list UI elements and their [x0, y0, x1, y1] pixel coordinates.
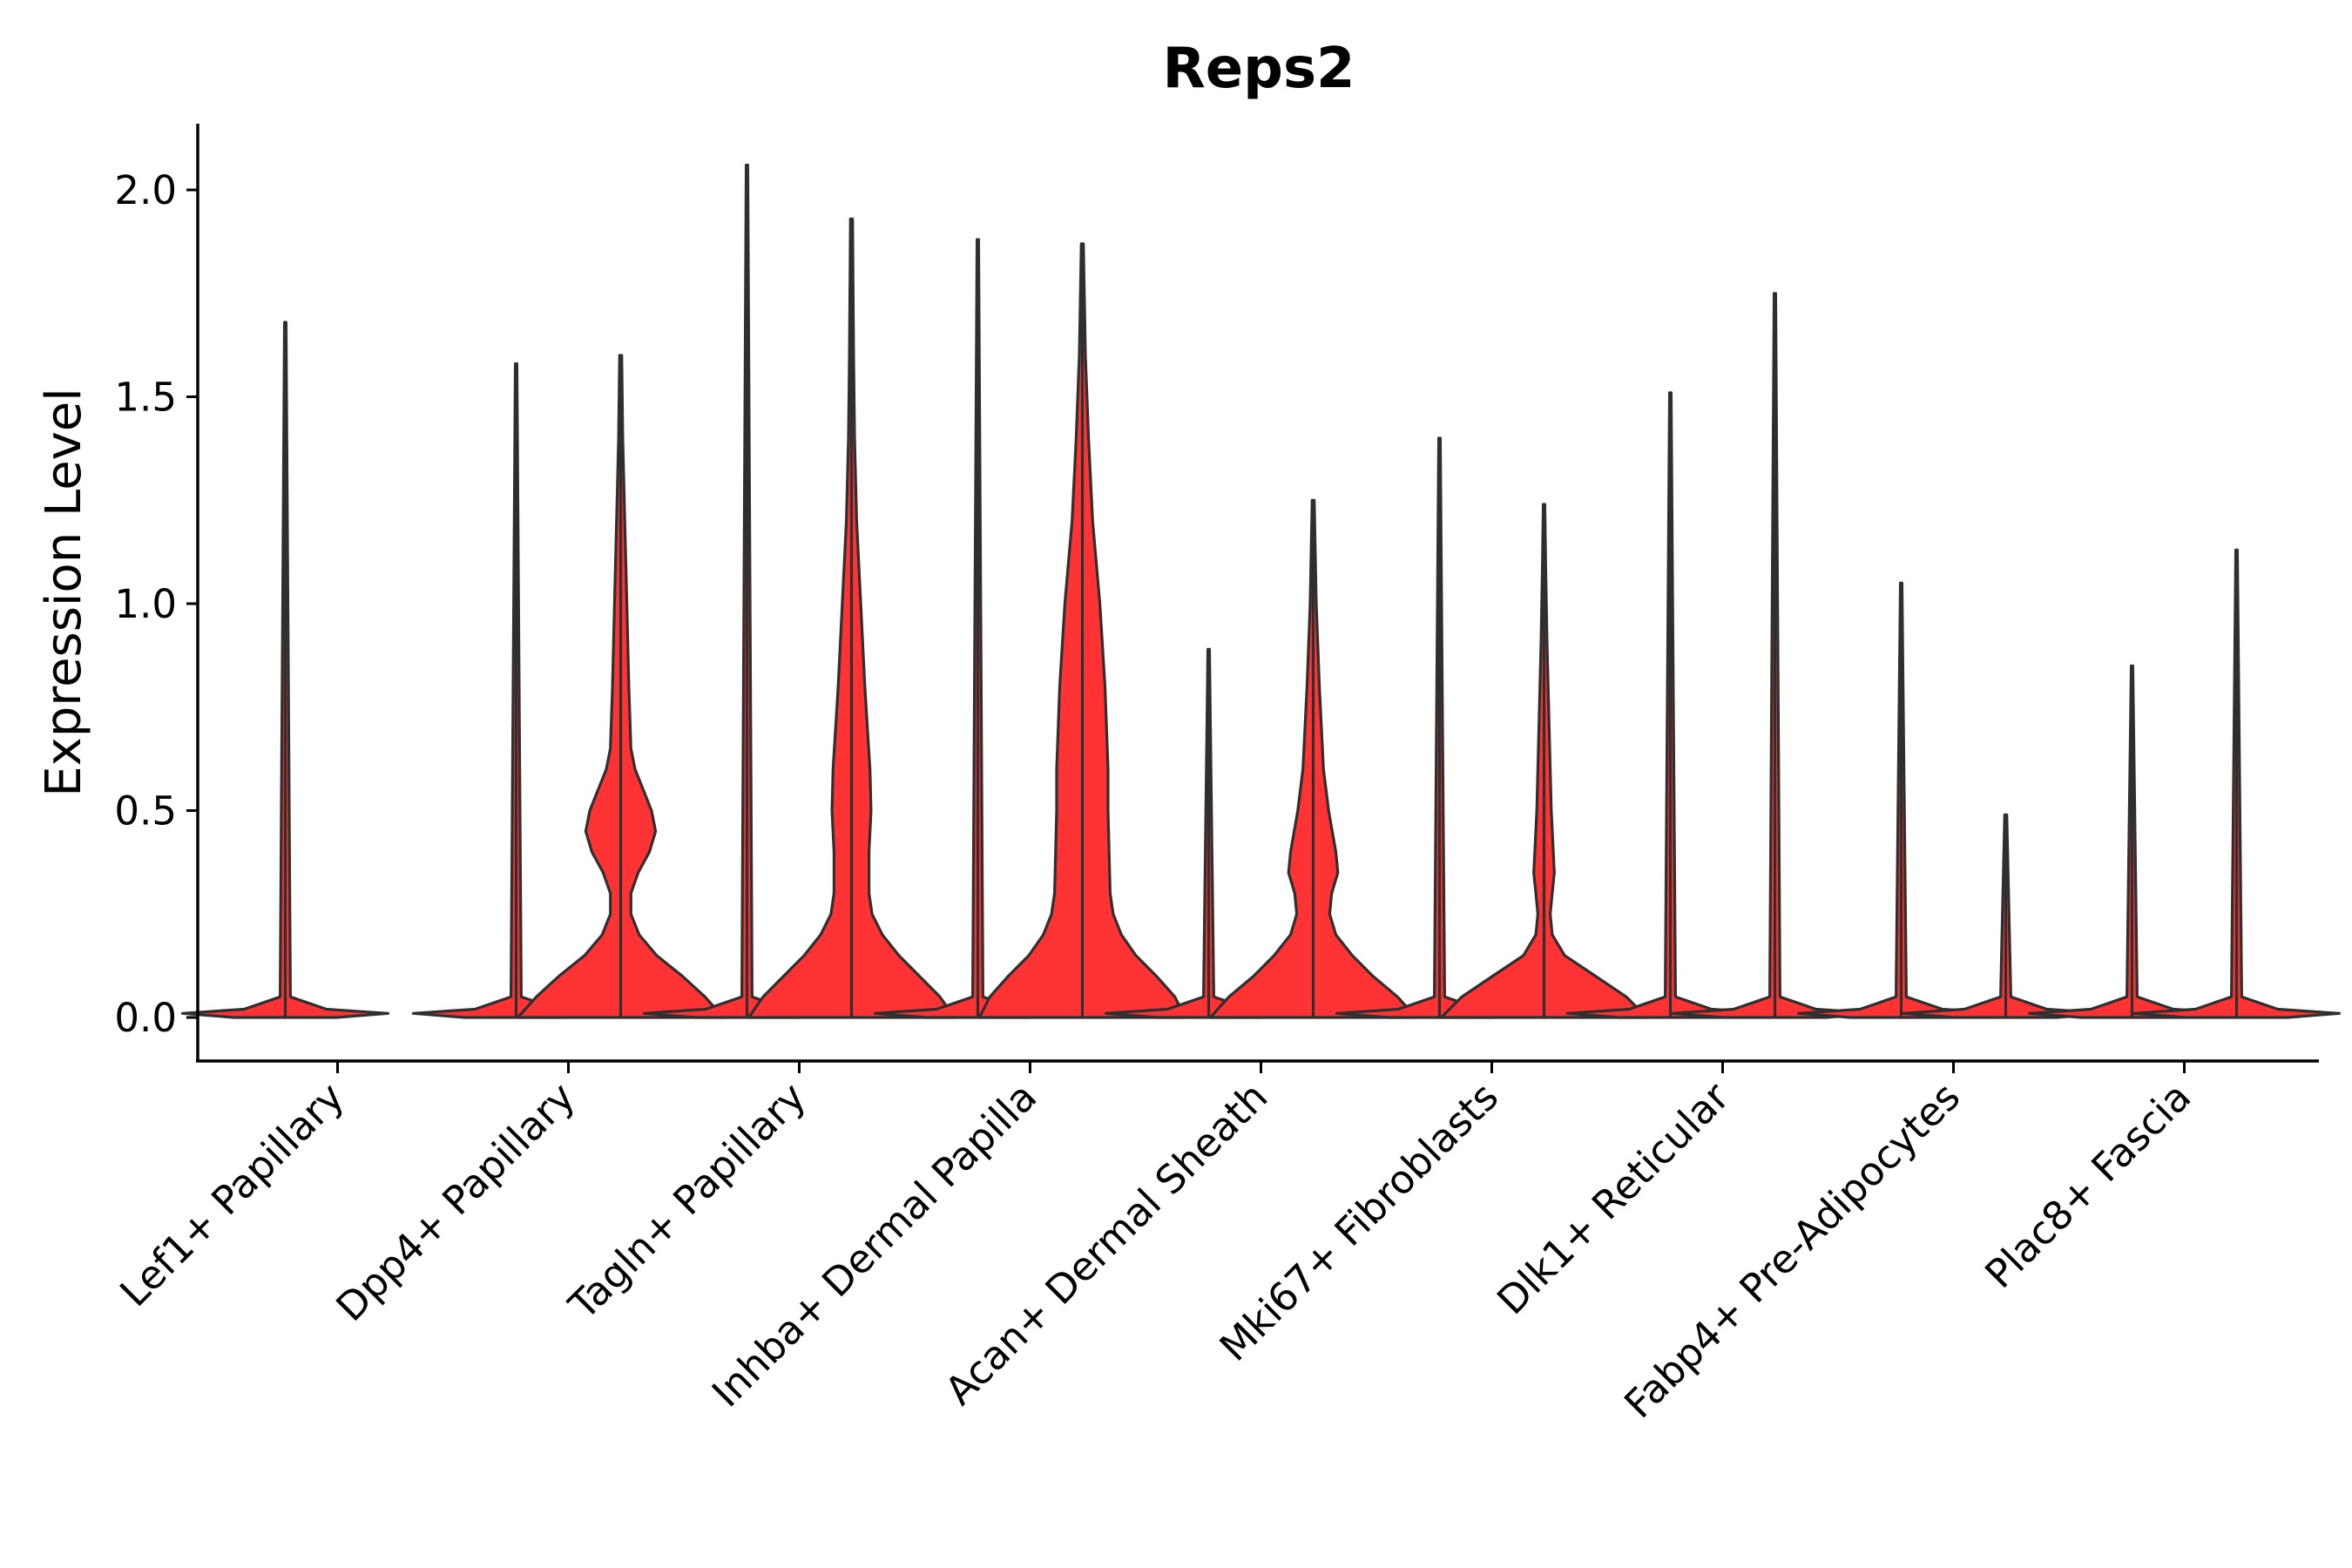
y-tick-label: 2.0	[114, 167, 177, 213]
y-tick-label: 0.5	[114, 788, 177, 835]
y-tick-label: 1.5	[114, 375, 177, 421]
y-axis-ticks: 0.0 0.5 1.0 1.5 2.0	[114, 167, 198, 1041]
violin-layer	[180, 163, 2342, 1019]
y-tick-label: 1.0	[114, 581, 177, 627]
y-axis-label: Expression Level	[36, 388, 92, 797]
x-tick-label: Dpp4+ Papillary	[327, 1073, 584, 1330]
chart-title: Reps2	[1162, 37, 1355, 101]
x-tick-label: Tagln+ Papillary	[559, 1073, 814, 1328]
x-tick-label: Dlk1+ Reticular	[1488, 1073, 1738, 1323]
y-tick-label: 0.0	[114, 995, 177, 1041]
x-tick-label: Plac8+ Fascia	[1976, 1073, 2200, 1297]
x-tick-label: Lef1+ Papillary	[111, 1073, 353, 1315]
